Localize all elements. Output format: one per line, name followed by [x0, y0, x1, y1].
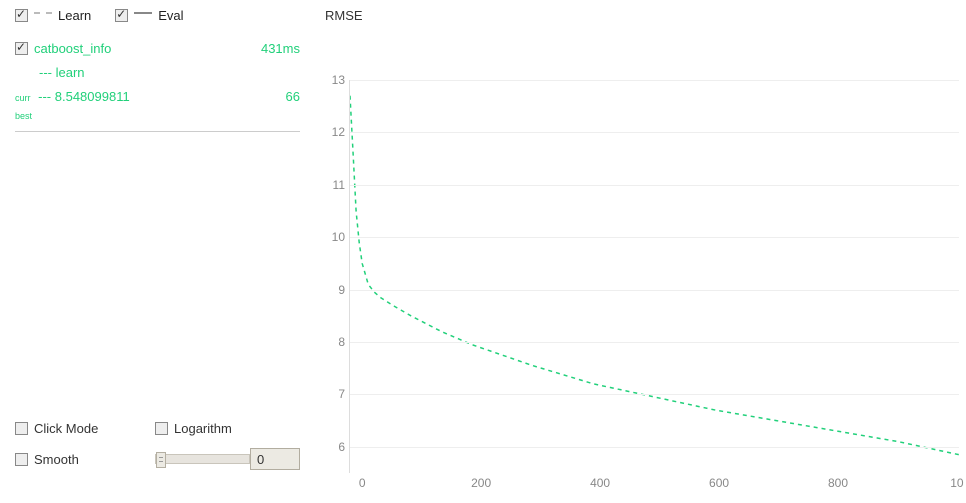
- sub-learn-label: --- learn: [39, 65, 300, 80]
- model-checkbox[interactable]: [15, 42, 28, 55]
- x-tick-label: 10: [950, 476, 963, 490]
- gridline: [350, 80, 959, 81]
- controls-panel: Click Mode Logarithm Smooth 0: [15, 409, 300, 470]
- smooth-option[interactable]: Smooth: [15, 452, 125, 467]
- smooth-value-input[interactable]: 0: [250, 448, 300, 470]
- gridline: [350, 447, 959, 448]
- learn-line-sample: [34, 12, 52, 14]
- click-mode-option[interactable]: Click Mode: [15, 421, 125, 436]
- y-tick-label: 9: [323, 283, 345, 297]
- legend-eval[interactable]: Eval: [115, 8, 183, 23]
- chart-title: RMSE: [325, 8, 363, 23]
- curr-prefix: curr: [15, 93, 31, 103]
- best-label: best: [15, 111, 300, 121]
- logarithm-option[interactable]: Logarithm: [155, 421, 232, 436]
- y-tick-label: 13: [323, 73, 345, 87]
- gridline: [350, 132, 959, 133]
- y-tick-label: 11: [323, 178, 345, 192]
- y-tick-label: 12: [323, 125, 345, 139]
- eval-line-sample: [134, 12, 152, 14]
- gridline: [350, 394, 959, 395]
- y-tick-label: 7: [323, 387, 345, 401]
- gridline: [350, 342, 959, 343]
- eval-label: Eval: [158, 8, 183, 23]
- divider: [15, 131, 300, 132]
- rmse-chart[interactable]: 678910111213020040060080010: [349, 80, 959, 473]
- sidebar-panel: Learn Eval catboost_info 431ms --- learn…: [15, 8, 300, 498]
- y-tick-label: 10: [323, 230, 345, 244]
- curr-value: 8.548099811: [55, 89, 130, 104]
- x-tick-label: 0: [359, 476, 366, 490]
- legend-learn[interactable]: Learn: [15, 8, 91, 23]
- smooth-label: Smooth: [34, 452, 79, 467]
- x-tick-label: 200: [471, 476, 491, 490]
- curr-dash: ---: [38, 89, 51, 104]
- x-tick-label: 600: [709, 476, 729, 490]
- slider-thumb[interactable]: [156, 452, 166, 468]
- model-name[interactable]: catboost_info: [34, 41, 111, 56]
- gridline: [350, 237, 959, 238]
- smooth-checkbox[interactable]: [15, 453, 28, 466]
- model-info-row: catboost_info 431ms: [15, 41, 300, 56]
- eval-checkbox[interactable]: [115, 9, 128, 22]
- model-duration: 431ms: [261, 41, 300, 56]
- logarithm-label: Logarithm: [174, 421, 232, 436]
- x-tick-label: 800: [828, 476, 848, 490]
- learn-label: Learn: [58, 8, 91, 23]
- curr-iteration: 66: [286, 89, 300, 104]
- current-value-row: curr --- 8.548099811 66: [15, 89, 300, 104]
- learn-checkbox[interactable]: [15, 9, 28, 22]
- rmse-curve: [350, 80, 959, 473]
- x-tick-label: 400: [590, 476, 610, 490]
- y-tick-label: 8: [323, 335, 345, 349]
- smooth-slider[interactable]: [155, 454, 250, 464]
- logarithm-checkbox[interactable]: [155, 422, 168, 435]
- click-mode-checkbox[interactable]: [15, 422, 28, 435]
- gridline: [350, 185, 959, 186]
- gridline: [350, 290, 959, 291]
- chart-area: RMSE 678910111213020040060080010: [325, 0, 965, 503]
- smooth-slider-group: 0: [155, 448, 300, 470]
- y-tick-label: 6: [323, 440, 345, 454]
- click-mode-label: Click Mode: [34, 421, 98, 436]
- legend-row: Learn Eval: [15, 8, 300, 23]
